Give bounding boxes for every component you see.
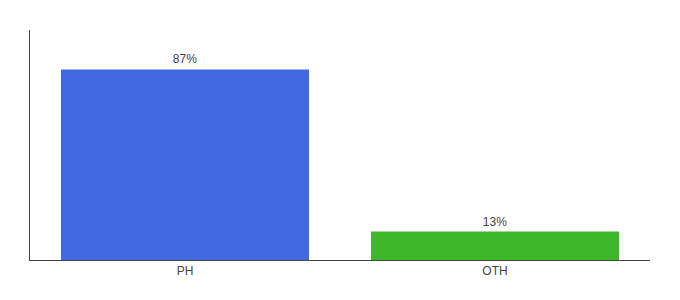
svg-text:PH: PH [177, 264, 194, 278]
svg-text:87%: 87% [173, 52, 197, 66]
svg-text:OTH: OTH [482, 264, 507, 278]
svg-text:13%: 13% [483, 215, 507, 229]
